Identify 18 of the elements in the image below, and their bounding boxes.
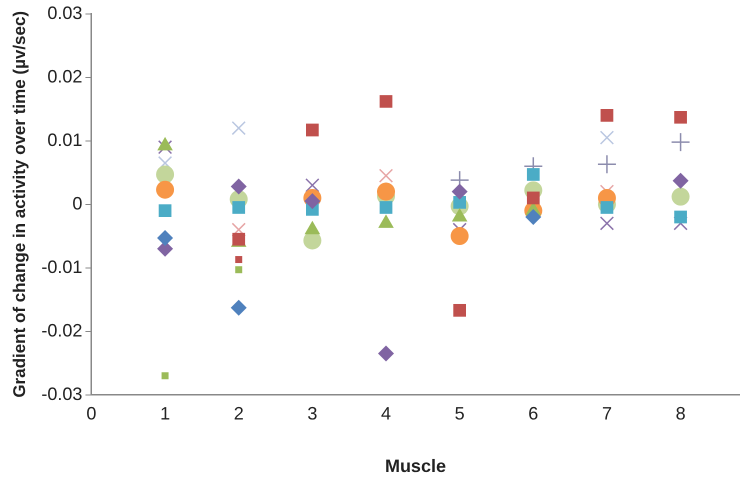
y-tick-label: -0.01	[41, 256, 82, 277]
x-tick-label: 3	[307, 404, 318, 424]
x-tick-label: 4	[381, 404, 392, 424]
x-tick-label: 8	[676, 404, 686, 424]
x-tick-label: 5	[454, 404, 465, 424]
x-axis-title: Muscle	[384, 456, 446, 476]
y-tick-label: -0.03	[41, 384, 82, 404]
y-tick-label: 0	[72, 193, 82, 214]
x-tick-label: 0	[86, 404, 96, 424]
y-tick-label: 0.01	[47, 130, 82, 150]
x-tick-label: 6	[528, 404, 538, 424]
x-tick-label: 1	[160, 404, 170, 424]
y-tick-label: -0.02	[41, 320, 82, 340]
y-tick-label: 0.02	[47, 66, 82, 86]
x-tick-label: 2	[234, 404, 244, 424]
y-axis-title: Gradient of change in activity over time (µv/sec)	[10, 10, 29, 398]
x-tick-label: 7	[602, 404, 612, 424]
y-tick-label: 0.03	[47, 2, 82, 23]
